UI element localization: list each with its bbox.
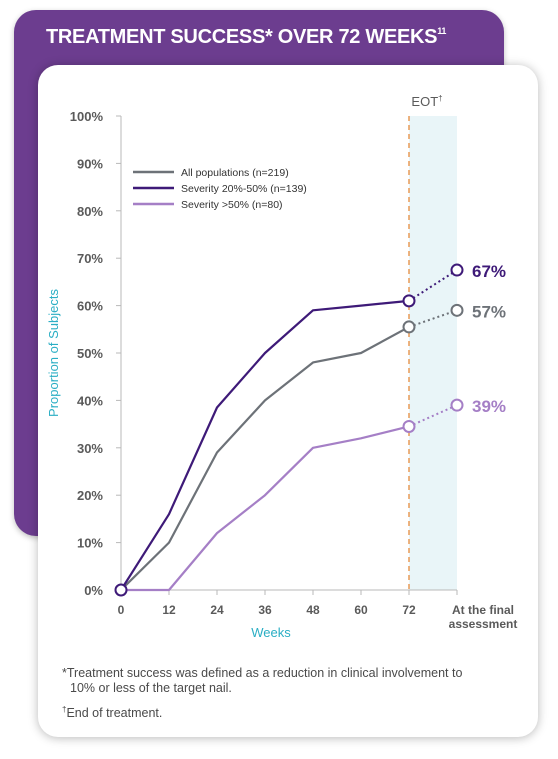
y-tick-label: 70% — [77, 251, 103, 266]
y-tick-label: 30% — [77, 441, 103, 456]
final-point — [450, 303, 464, 317]
post-treatment-band — [409, 116, 457, 590]
x-tick-final-line1: At the final — [452, 603, 514, 617]
x-tick-label: 24 — [210, 603, 224, 617]
x-tick-labels: 0 12 24 36 48 60 72 — [118, 603, 416, 617]
x-tick-label: 72 — [402, 603, 416, 617]
x-tick-label: 60 — [354, 603, 368, 617]
y-tick-label: 40% — [77, 393, 103, 408]
y-tick-label: 60% — [77, 299, 103, 314]
eot-point — [402, 419, 416, 433]
y-tick-label: 50% — [77, 346, 103, 361]
x-axis-label: Weeks — [251, 625, 291, 640]
y-tick-label: 80% — [77, 204, 103, 219]
y-axis-label: Proportion of Subjects — [46, 289, 61, 417]
y-tick-marks — [116, 115, 458, 595]
chart-title: TREATMENT SUCCESS* OVER 72 WEEKS11 — [46, 26, 447, 48]
final-point — [450, 398, 464, 412]
footnote-line-2: 10% or less of the target nail. — [70, 681, 232, 695]
data-label: 39% — [472, 397, 506, 416]
series-layer: 57% 67% 39% — [114, 262, 506, 597]
series-extension — [408, 309, 458, 328]
title-reference: 11 — [437, 26, 447, 36]
y-tick-labels: 0% 10% 20% 30% 40% 50% 60% 70% 80% 90% 100% — [70, 109, 104, 598]
y-tick-label: 100% — [70, 109, 104, 124]
x-tick-label: 48 — [306, 603, 320, 617]
series-line — [120, 299, 410, 591]
series-extension — [408, 404, 458, 428]
eot-point — [402, 320, 416, 334]
y-tick-label: 90% — [77, 156, 103, 171]
x-tick-label: 36 — [258, 603, 272, 617]
x-tick-final-line2: assessment — [449, 617, 518, 631]
legend-entry: Severity 20%-50% (n=139) — [181, 183, 307, 195]
legend: All populations (n=219) Severity 20%-50% … — [133, 167, 307, 211]
y-tick-label: 10% — [77, 536, 103, 551]
footnote-line-1: *Treatment success was defined as a redu… — [62, 666, 463, 680]
y-tick-label: 0% — [84, 583, 103, 598]
data-label: 67% — [472, 262, 506, 281]
series-line — [121, 425, 410, 592]
y-tick-label: 20% — [77, 488, 103, 503]
eot-label: EOT† — [411, 94, 442, 109]
eot-point — [402, 294, 416, 308]
series-line — [120, 325, 410, 591]
footnote-definition: *Treatment success was defined as a redu… — [62, 666, 512, 696]
x-tick-label: 0 — [118, 603, 125, 617]
x-tick-label: 12 — [162, 603, 176, 617]
final-point — [450, 263, 464, 277]
footnote-eot: †End of treatment. — [62, 705, 163, 720]
legend-entry: Severity >50% (n=80) — [181, 199, 283, 211]
data-label: 57% — [472, 302, 506, 321]
legend-entry: All populations (n=219) — [181, 167, 289, 179]
origin-point — [114, 583, 128, 597]
